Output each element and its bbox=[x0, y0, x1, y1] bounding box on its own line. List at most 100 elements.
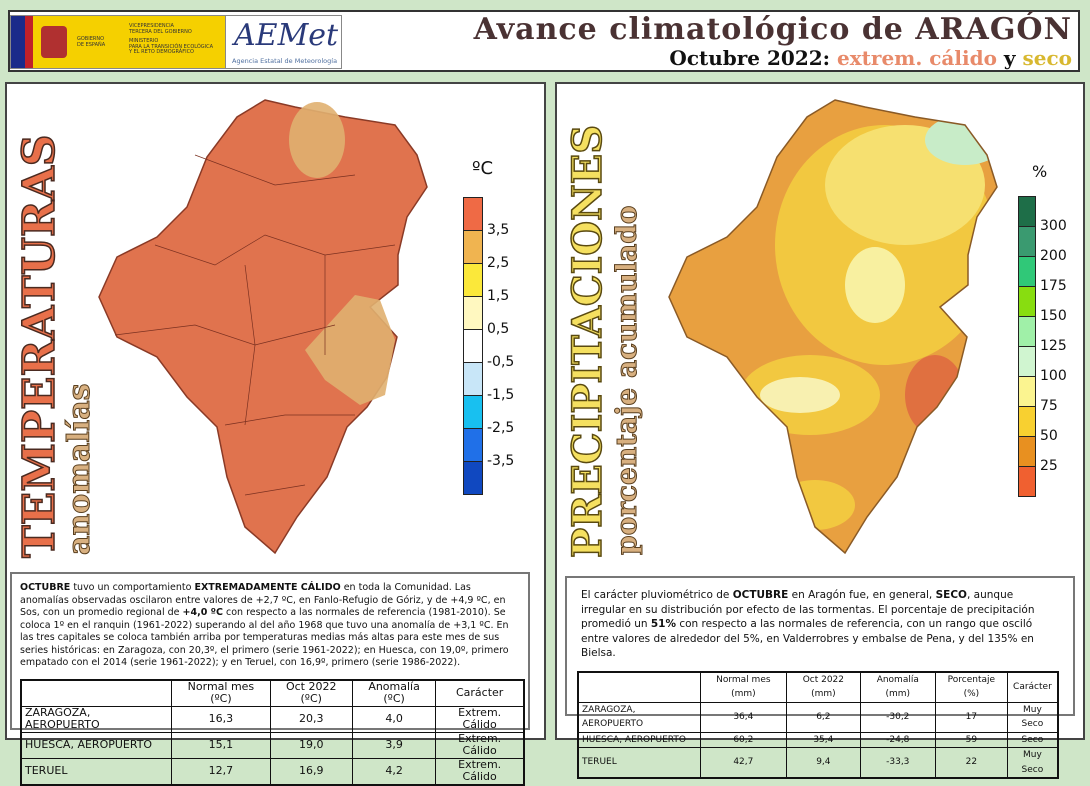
legend-label: 100 bbox=[1040, 368, 1067, 384]
legend-swatch bbox=[1018, 466, 1036, 497]
table-cell: ZARAGOZA, AEROPUERTO bbox=[577, 701, 701, 733]
precip-area bbox=[845, 247, 905, 323]
precip-area bbox=[925, 115, 997, 165]
column-header: Normal mes (ºC) bbox=[171, 679, 271, 707]
table-cell: 60,2 bbox=[699, 731, 788, 748]
ministry-line: Y EL RETO DEMOGRÁFICO bbox=[129, 49, 194, 55]
table-cell: TERUEL bbox=[577, 747, 701, 779]
anomaly-area-pyrenees bbox=[289, 102, 345, 178]
subtitle-month: Octubre 2022: bbox=[669, 46, 831, 70]
table-row: TERUEL 12,7 16,9 4,2 Extrem. Cálido bbox=[20, 757, 525, 785]
aemet-logo: AEMet Agencia Estatal de Meteorología bbox=[225, 15, 342, 69]
aemet-caption: Agencia Estatal de Meteorología bbox=[232, 57, 338, 65]
aemet-mark: AEMet bbox=[234, 18, 339, 53]
table-cell: 19,0 bbox=[269, 731, 353, 759]
table-cell: TERUEL bbox=[20, 757, 173, 785]
legend-label: -1,5 bbox=[487, 387, 515, 403]
subtitle-and: y bbox=[1003, 46, 1016, 70]
coat-of-arms-icon bbox=[41, 26, 67, 58]
table-cell: 22 bbox=[934, 747, 1008, 779]
legend-swatch bbox=[463, 461, 483, 495]
page-title: Avance climatológico de ARAGÓN bbox=[473, 12, 1072, 47]
aragon-outline bbox=[668, 99, 998, 555]
temperature-title: TEMPERATURAS bbox=[13, 134, 66, 559]
legend-swatch bbox=[463, 362, 483, 396]
ministry-line: PARA LA TRANSICIÓN ECOLÓGICA bbox=[129, 43, 214, 50]
ministry-line: MINISTERIO bbox=[129, 38, 159, 44]
table-row: ZARAGOZA, AEROPUERTO 36,4 6,2 -30,2 17 Muy Se… bbox=[577, 701, 1059, 733]
legend-swatch bbox=[463, 296, 483, 330]
anomaly-area-east bbox=[305, 295, 395, 405]
table-cell: 9,4 bbox=[786, 747, 861, 779]
table-cell: 20,3 bbox=[269, 705, 353, 733]
table-cell: 4,0 bbox=[351, 705, 437, 733]
legend-swatch bbox=[463, 230, 483, 264]
temperature-summary-box: OCTUBRE tuvo un comportamiento EXTREMADA… bbox=[10, 572, 530, 786]
table-cell: 42,7 bbox=[699, 747, 788, 779]
legend-label: -3,5 bbox=[487, 453, 515, 469]
table-cell: 16,9 bbox=[269, 757, 353, 785]
table-cell: Extrem. Cálido bbox=[435, 705, 525, 733]
legend-swatch bbox=[1018, 316, 1036, 347]
precip-area bbox=[775, 480, 855, 530]
legend-label: 25 bbox=[1040, 458, 1058, 474]
legend-swatch bbox=[463, 263, 483, 297]
legend-label: -0,5 bbox=[487, 354, 515, 370]
table-cell: Muy Seco bbox=[1006, 701, 1059, 733]
precipitation-unit: % bbox=[1032, 162, 1048, 181]
legend-label: 3,5 bbox=[487, 222, 510, 238]
column-header: Porcentaje (%) bbox=[934, 671, 1008, 703]
legend-swatch bbox=[463, 197, 483, 231]
legend-swatch bbox=[1018, 346, 1036, 377]
table-row: TERUEL 42,7 9,4 -33,3 22 Muy Seco bbox=[577, 747, 1059, 779]
legend-swatch bbox=[1018, 256, 1036, 287]
legend-swatch bbox=[1018, 286, 1036, 317]
subtitle-dry: seco bbox=[1022, 46, 1072, 70]
table-cell: -33,3 bbox=[859, 747, 936, 779]
temperature-table: Normal mes (ºC) Oct 2022 (ºC) Anomalía (ºC… bbox=[20, 678, 525, 786]
legend-swatch bbox=[1018, 226, 1036, 257]
ministry-line: TERCERA DEL GOBIERNO bbox=[129, 28, 192, 35]
table-cell: -24,8 bbox=[859, 731, 936, 748]
table-cell: 59 bbox=[934, 731, 1008, 748]
eu-flag-icon bbox=[11, 16, 25, 68]
legend-label: 50 bbox=[1040, 428, 1058, 444]
column-header: Carácter bbox=[435, 679, 525, 707]
legend-label: 300 bbox=[1040, 218, 1067, 234]
precip-area bbox=[905, 355, 965, 435]
legend-swatch bbox=[1018, 196, 1036, 227]
temperature-unit: ºC bbox=[472, 158, 494, 179]
legend-label: 150 bbox=[1040, 308, 1067, 324]
table-cell: 15,1 bbox=[171, 731, 271, 759]
flag-stripe bbox=[25, 16, 33, 68]
table-cell: 16,3 bbox=[171, 705, 271, 733]
table-cell: 3,9 bbox=[351, 731, 437, 759]
precipitation-summary-box: El carácter pluviométrico de OCTUBRE en … bbox=[565, 576, 1075, 779]
gov-line: DE ESPAÑA bbox=[77, 42, 106, 48]
table-cell: Extrem. Cálido bbox=[435, 731, 525, 759]
table-corner bbox=[21, 680, 172, 707]
legend-label: 75 bbox=[1040, 398, 1058, 414]
table-row: ZARAGOZA, AEROPUERTO 16,3 20,3 4,0 Extrem. C… bbox=[20, 705, 525, 733]
table-cell: 36,4 bbox=[699, 701, 788, 733]
legend-label: 200 bbox=[1040, 248, 1067, 264]
aragon-region bbox=[98, 99, 428, 555]
precipitation-map bbox=[668, 99, 998, 555]
legend-label: 0,5 bbox=[487, 321, 510, 337]
table-cell: HUESCA, AEROPUERTO bbox=[577, 731, 701, 748]
table-corner bbox=[578, 672, 700, 703]
precipitation-table: Normal mes (mm) Oct 2022 (mm) Anomalía (mm… bbox=[577, 670, 1059, 779]
precipitation-summary-text: El carácter pluviométrico de OCTUBRE en … bbox=[581, 589, 1035, 659]
legend-label: 125 bbox=[1040, 338, 1067, 354]
legend-swatch bbox=[463, 329, 483, 363]
temperature-anomaly-map bbox=[98, 99, 428, 555]
ministry-line: VICEPRESIDENCIA bbox=[129, 23, 174, 29]
comarca-borders bbox=[114, 154, 396, 496]
table-cell: ZARAGOZA, AEROPUERTO bbox=[20, 705, 173, 733]
precipitation-subtitle: porcentaje acumulado bbox=[610, 205, 644, 556]
table-cell: 35,4 bbox=[786, 731, 861, 748]
column-header: Oct 2022 (ºC) bbox=[269, 679, 353, 707]
legend-label: -2,5 bbox=[487, 420, 515, 436]
legend-swatch bbox=[1018, 376, 1036, 407]
table-cell: Muy Seco bbox=[1006, 747, 1059, 779]
